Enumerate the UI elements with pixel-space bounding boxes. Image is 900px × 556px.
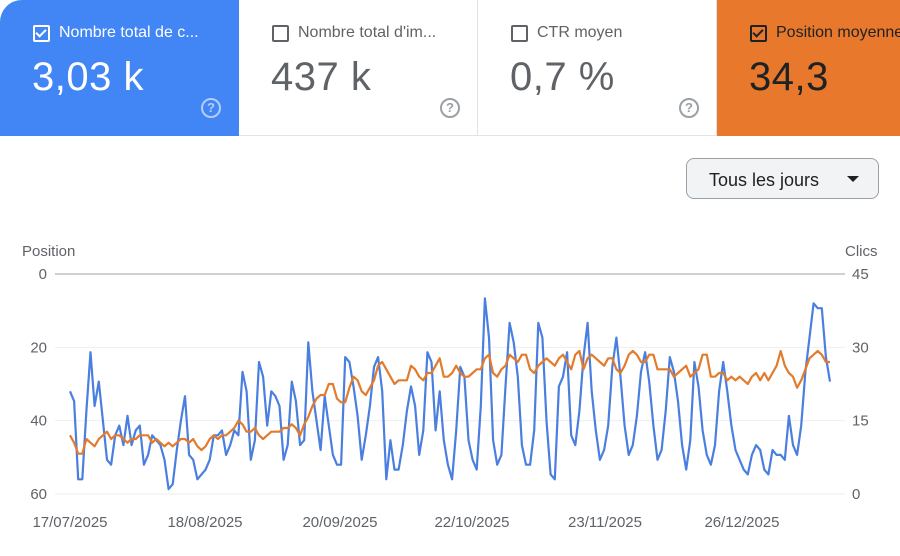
chart-x-ticks: 17/07/2025 18/08/2025 20/09/2025 22/10/2025… <box>32 514 779 531</box>
metric-value: 437 k <box>271 55 372 99</box>
metric-value: 0,7 % <box>510 55 615 99</box>
right-tick-label: 0 <box>852 486 860 503</box>
left-tick-label: 0 <box>39 266 47 283</box>
chart-lines <box>68 297 832 491</box>
x-tick-label: 26/12/2025 <box>704 514 779 531</box>
right-tick-label: 45 <box>852 266 869 283</box>
metric-card-position[interactable]: Position moyenne 34,3 <box>717 0 900 136</box>
checkbox-unchecked-icon[interactable] <box>511 25 528 42</box>
left-tick-label: 60 <box>30 486 47 503</box>
performance-chart[interactable]: 0 45 20 30 40 15 60 0 17/07/2025 18/08/2025 20/09… <box>0 260 900 556</box>
checkbox-checked-icon[interactable] <box>750 25 767 42</box>
chart-y-ticks: 0 45 20 30 40 15 60 0 <box>30 266 868 503</box>
help-icon[interactable]: ? <box>201 98 221 118</box>
help-icon[interactable]: ? <box>440 98 460 118</box>
x-tick-label: 23/11/2025 <box>568 514 642 531</box>
left-tick-label: 20 <box>30 339 47 356</box>
metric-card-ctr[interactable]: CTR moyen 0,7 % ? <box>478 0 717 136</box>
right-tick-label: 30 <box>852 339 869 356</box>
caret-down-icon <box>847 176 859 182</box>
checkbox-unchecked-icon[interactable] <box>272 25 289 42</box>
metric-label: Nombre total de c... <box>59 24 199 41</box>
left-axis-title: Position <box>22 243 76 260</box>
right-axis-title: Clics <box>845 243 878 260</box>
metric-cards: Nombre total de c... 3,03 k ? Nombre tot… <box>0 0 900 136</box>
x-tick-label: 20/09/2025 <box>302 514 377 531</box>
metric-label: Nombre total d'im... <box>298 24 437 41</box>
metric-value: 34,3 <box>749 55 829 99</box>
checkbox-checked-icon[interactable] <box>33 25 50 42</box>
metric-label: Position moyenne <box>776 24 900 41</box>
left-tick-label: 40 <box>30 413 47 430</box>
series-line-position <box>69 349 830 455</box>
x-tick-label: 18/08/2025 <box>167 514 242 531</box>
metric-card-impressions[interactable]: Nombre total d'im... 437 k ? <box>239 0 478 136</box>
dropdown-label: Tous les jours <box>709 170 820 190</box>
metric-card-clicks[interactable]: Nombre total de c... 3,03 k ? <box>0 0 239 136</box>
help-icon[interactable]: ? <box>679 98 699 118</box>
metric-value: 3,03 k <box>32 55 144 99</box>
series-line-clics <box>68 297 832 491</box>
metric-label: CTR moyen <box>537 24 623 41</box>
date-granularity-dropdown[interactable]: Tous les jours <box>686 158 879 199</box>
x-tick-label: 17/07/2025 <box>32 514 107 531</box>
right-tick-label: 15 <box>852 413 869 430</box>
x-tick-label: 22/10/2025 <box>434 514 509 531</box>
